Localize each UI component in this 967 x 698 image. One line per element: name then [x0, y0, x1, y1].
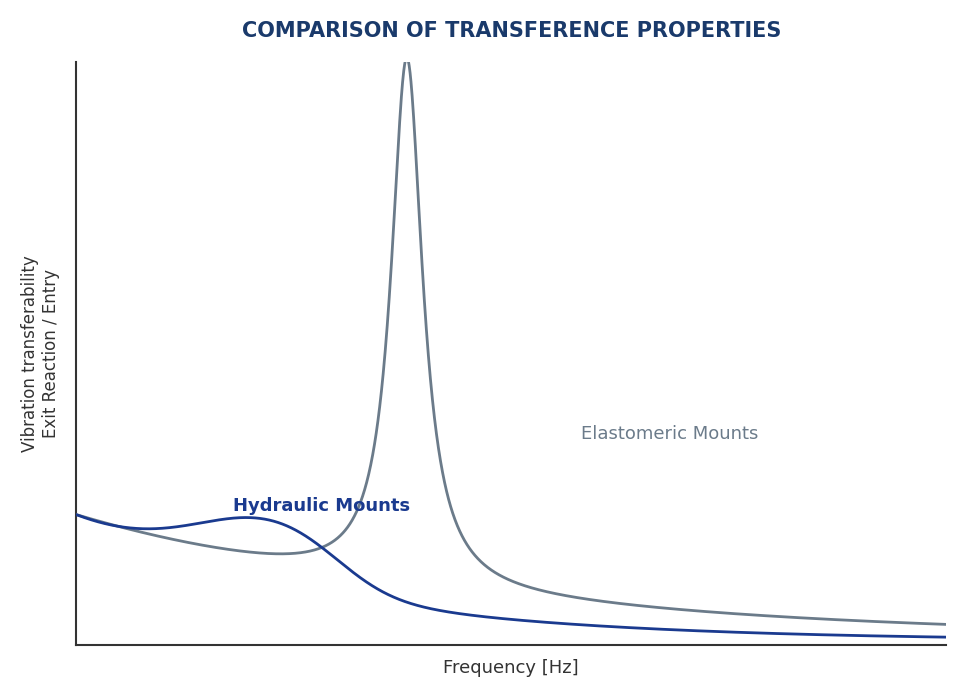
- Y-axis label: Vibration transferability
Exit Reaction / Entry: Vibration transferability Exit Reaction …: [21, 255, 60, 452]
- Text: Elastomeric Mounts: Elastomeric Mounts: [581, 425, 758, 443]
- X-axis label: Frequency [Hz]: Frequency [Hz]: [444, 659, 579, 677]
- Text: Hydraulic Mounts: Hydraulic Mounts: [233, 498, 410, 515]
- Title: COMPARISON OF TRANSFERENCE PROPERTIES: COMPARISON OF TRANSFERENCE PROPERTIES: [242, 21, 781, 41]
